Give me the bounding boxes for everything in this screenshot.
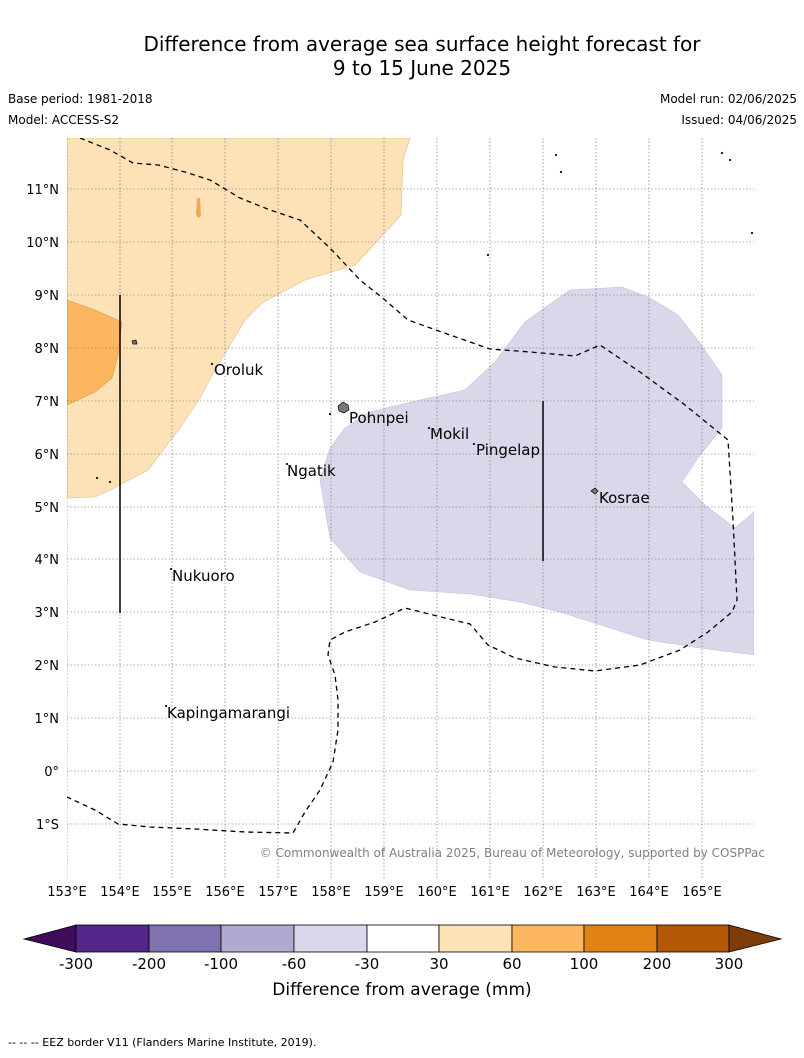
longitude-labels: 153°E 154°E 155°E 156°E 157°E 158°E 159°… [47,885,722,900]
colorbar-extend-low [22,924,77,953]
lat-label: 0° [44,765,59,780]
place-mokil: Mokil [430,425,469,443]
lon-label: 156°E [205,885,245,900]
lon-label: 158°E [311,885,351,900]
anomaly-area-neg30-neg60 [319,286,754,656]
lat-label: 5°N [35,501,60,516]
lon-label: 155°E [152,885,192,900]
model-name: Model: ACCESS-S2 [8,113,120,127]
lon-label: 157°E [258,885,298,900]
place-pingelap: Pingelap [476,441,540,459]
lon-label: 161°E [470,885,510,900]
colorbar-segment [583,924,658,953]
lon-label: 164°E [629,885,669,900]
colorbar-tick: 60 [502,955,521,973]
eez-border [67,138,738,834]
place-oroluk: Oroluk [214,361,263,379]
latitude-labels: 11°N 10°N 9°N 8°N 7°N 6°N 5°N 4°N 3°N 2°… [26,183,59,833]
colorbar-tick: -60 [282,955,307,973]
lon-label: 160°E [417,885,457,900]
lat-label: 1°S [36,818,59,833]
colorbar-title: Difference from average (mm) [272,980,531,1000]
colorbar-tick: -100 [204,955,238,973]
place-pohnpei: Pohnpei [349,409,409,427]
base-period: Base period: 1981-2018 [8,92,153,106]
anomaly-area-30-60 [67,138,411,499]
colorbar-tick: 300 [715,955,744,973]
lat-label: 10°N [26,236,59,251]
sea-level-map: Oroluk Pohnpei Mokil Pingelap Ngatik Kos… [26,138,765,900]
lat-label: 7°N [35,395,60,410]
lat-label: 6°N [35,448,60,463]
lat-label: 11°N [26,183,59,198]
lon-label: 162°E [523,885,563,900]
colorbar-segment [511,924,585,953]
colorbar-tick: 100 [570,955,599,973]
oroluk-atoll [131,339,138,345]
copyright-notice: © Commonwealth of Australia 2025, Bureau… [260,846,765,860]
colorbar: -300 -200 -100 -60 -30 30 60 100 200 300… [22,924,783,1000]
colorbar-segment [438,924,513,953]
colorbar-segment [293,924,368,953]
issued-date: Issued: 04/06/2025 [681,113,797,127]
place-ngatik: Ngatik [287,462,336,480]
lat-label: 2°N [35,659,60,674]
colorbar-segment [366,924,440,953]
place-kosrae: Kosrae [599,489,650,507]
colorbar-extend-high [728,924,783,953]
kosrae-island [590,487,599,495]
place-kapingamarangi: Kapingamarangi [167,704,290,722]
chart-title: Difference from average sea surface heig… [0,32,804,80]
lon-label: 165°E [682,885,722,900]
eez-footnote: -- -- -- EEZ border V11 (Flanders Marine… [8,1036,317,1049]
title-line-1: Difference from average sea surface heig… [143,32,701,56]
colorbar-tick: -200 [132,955,166,973]
colorbar-segment [220,924,295,953]
lon-label: 163°E [576,885,616,900]
islands [95,151,754,708]
lat-label: 4°N [35,553,60,568]
colorbar-tick: -300 [59,955,93,973]
graticule [67,138,754,880]
lat-label: 3°N [35,606,60,621]
anomaly-area-60-100 [67,299,123,406]
anomaly-patch-small [196,198,201,218]
colorbar-segment [656,924,730,953]
lon-label: 154°E [100,885,140,900]
pohnpei-island [337,401,350,414]
lon-label: 159°E [364,885,404,900]
colorbar-segment [148,924,222,953]
place-nukuoro: Nukuoro [172,567,235,585]
model-run: Model run: 02/06/2025 [659,92,797,106]
lat-label: 9°N [35,289,60,304]
colorbar-tick: -30 [355,955,380,973]
colorbar-segment [75,924,150,953]
title-line-2: 9 to 15 June 2025 [332,56,512,80]
lon-label: 153°E [47,885,87,900]
lat-label: 1°N [35,712,60,727]
colorbar-tick: 200 [643,955,672,973]
lat-label: 8°N [35,342,60,357]
colorbar-tick: 30 [429,955,448,973]
